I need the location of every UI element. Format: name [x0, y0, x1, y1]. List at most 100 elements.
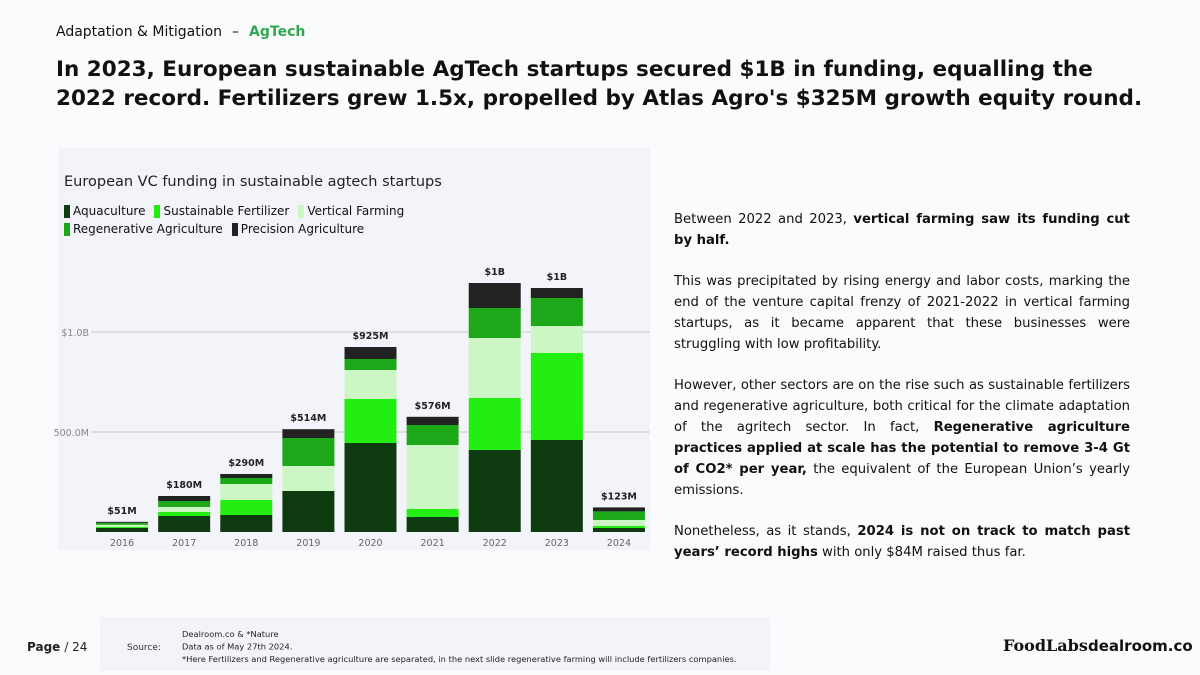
x-tick-label: 2017 [172, 538, 196, 549]
legend-swatch [231, 222, 238, 236]
bar-segment [592, 520, 645, 526]
total-label: $576M [415, 401, 451, 412]
bar-segment [158, 507, 211, 512]
total-label: $51M [107, 506, 136, 517]
text-run: with only $84M raised thus far. [817, 545, 1026, 560]
bar-segment [344, 347, 397, 359]
bar-segment [96, 522, 149, 525]
bar-segment [468, 338, 521, 398]
x-tick-label: 2023 [545, 538, 569, 549]
bar-segment [158, 516, 211, 532]
legend-swatch [298, 204, 305, 218]
bar-segment [220, 515, 273, 532]
text-run: This was precipitated by rising energy a… [674, 274, 1130, 352]
legend-label: Precision Agriculture [240, 222, 365, 236]
source-lines: Dealroom.co & *Nature Data as of May 27th… [182, 629, 737, 664]
bar-segment [96, 526, 149, 528]
legend-label: Regenerative Agriculture [73, 222, 223, 236]
bar-segment [592, 526, 645, 528]
bar-segment [406, 445, 459, 509]
legend-swatch [154, 204, 161, 218]
logo-foodlabs: FoodLabs [1003, 636, 1088, 655]
paragraph: Nonetheless, as it stands, 2024 is not o… [674, 521, 1130, 563]
x-tick-label: 2021 [421, 538, 445, 549]
bar-segment [406, 517, 459, 532]
bar-segment [158, 501, 211, 507]
bar-segment [220, 484, 273, 500]
bar-segment [158, 512, 211, 516]
bar-segment [592, 528, 645, 532]
separator: – [232, 24, 240, 40]
x-tick-label: 2019 [296, 538, 320, 549]
total-label: $180M [166, 480, 202, 491]
paragraph: This was precipitated by rising energy a… [674, 271, 1130, 355]
text-run: 2024 is not on track to match past years… [674, 524, 1130, 560]
legend: Aquaculture Sustainable Fertilizer Vertica… [64, 204, 564, 236]
bar-segment [220, 500, 273, 515]
bar-segment [96, 524, 149, 527]
bar-segment [530, 326, 583, 353]
legend-item: Regenerative Agriculture [64, 222, 223, 236]
bar-segment [344, 399, 397, 443]
bar-segment [282, 491, 335, 532]
source-panel [100, 617, 770, 671]
legend-item: Sustainable Fertilizer [154, 204, 289, 218]
breadcrumb: Adaptation & Mitigation – AgTech [56, 24, 305, 40]
legend-item: Aquaculture [64, 204, 145, 218]
bar-segment [468, 398, 521, 450]
y-tick-label: 500.0M [54, 428, 89, 439]
page-word: Page [27, 640, 60, 654]
legend-label: Vertical Farming [307, 204, 405, 218]
bar-segment [344, 370, 397, 399]
text-run: Between 2022 and 2023, [674, 212, 854, 227]
headline: In 2023, European sustainable AgTech sta… [56, 57, 1143, 111]
bar-segment [282, 429, 335, 438]
bar-segment [592, 511, 645, 520]
x-tick-label: 2020 [358, 538, 382, 549]
paragraph: Between 2022 and 2023, vertical farming … [674, 209, 1130, 251]
bar-segment [406, 416, 459, 425]
bar-segment [220, 478, 273, 484]
legend-swatch [64, 204, 70, 218]
bar-segment [220, 474, 273, 478]
source-line: Data as of May 27th 2024. [182, 642, 292, 652]
text-run: However, other sectors are on the rise s… [674, 378, 1130, 435]
bar-segment [530, 288, 583, 298]
x-tick-label: 2024 [607, 538, 631, 549]
x-tick-label: 2016 [110, 538, 134, 549]
y-tick-label: $1.0B [61, 328, 89, 339]
legend-swatch [64, 222, 70, 236]
bar-segment [344, 359, 397, 370]
chart-title: European VC funding in sustainable agtec… [64, 174, 442, 190]
bar-segment [406, 425, 459, 445]
bar-segment [530, 353, 583, 440]
total-label: $514M [290, 413, 326, 424]
topic: AgTech [249, 24, 306, 40]
logo-dealroom: dealroom.co [1088, 637, 1193, 655]
source-line: Dealroom.co & *Nature [182, 629, 279, 639]
bar-segment [158, 496, 211, 501]
bar-segment [282, 466, 335, 491]
legend-item: Vertical Farming [298, 204, 404, 218]
bar-segment [468, 450, 521, 532]
bar-segment [530, 298, 583, 326]
plot: 500.0M $1.0B $51M 2016 $180M 2017 $290M 2018 $51… [54, 267, 650, 549]
text-run: Regenerative agriculture practices appli… [674, 420, 1130, 477]
page-count: / 24 [64, 640, 87, 654]
paragraph: However, other sectors are on the rise s… [674, 375, 1130, 501]
legend-label: Sustainable Fertilizer [163, 204, 290, 218]
total-label: $290M [228, 458, 264, 469]
text-run: the equivalent of the European Union’s y… [674, 462, 1131, 498]
total-label: $1B [547, 272, 567, 283]
total-label: $123M [601, 491, 637, 502]
bar-segment [96, 521, 149, 523]
page-label: Page / 24 [27, 640, 87, 654]
source-line: *Here Fertilizers and Regenerative agric… [182, 654, 737, 664]
bar-segment [344, 443, 397, 532]
legend-label: Aquaculture [73, 204, 146, 218]
bar-segment [468, 308, 521, 338]
text-run: vertical farming saw its funding cut by … [674, 212, 1130, 248]
bar-segment [282, 438, 335, 466]
